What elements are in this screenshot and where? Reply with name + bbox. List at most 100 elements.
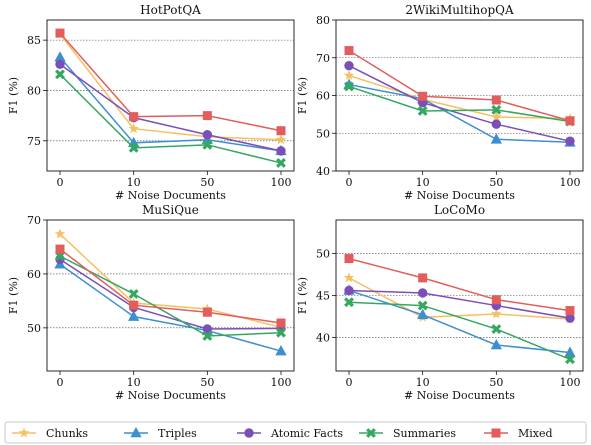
series-line — [348, 83, 571, 144]
data-point — [491, 324, 502, 334]
plot-frame — [335, 19, 584, 172]
y-tick-label: 50 — [316, 248, 330, 261]
data-point — [490, 133, 502, 144]
legend-label: Summaries — [393, 427, 456, 440]
x-tick-label: 0 — [346, 176, 353, 189]
y-tick-label: 60 — [316, 90, 330, 103]
series-line — [348, 289, 571, 319]
series-line — [348, 85, 571, 123]
legend-item-chunks: Chunks — [12, 427, 88, 440]
x-axis-label: # Noise Documents — [115, 389, 226, 402]
legend-label: Triples — [158, 427, 197, 440]
data-point — [202, 324, 213, 334]
chart-panel-musique: MuSiQue 50 60 70 0 10 50 100 # Noise Documents F1… — [7, 203, 295, 402]
data-point — [491, 308, 502, 319]
x-tick-label: 10 — [416, 376, 430, 389]
y-tick-label: 50 — [27, 322, 41, 335]
series-summaries — [344, 297, 575, 365]
y-axis-label: F1 (%) — [296, 277, 309, 314]
data-point — [128, 310, 140, 321]
legend-marker — [491, 428, 501, 438]
data-point — [275, 345, 287, 356]
data-point — [490, 338, 502, 350]
data-point — [565, 306, 575, 316]
series-line — [59, 258, 282, 330]
data-point — [343, 69, 355, 80]
legend-item-triples: Triples — [124, 426, 197, 440]
series-line — [348, 289, 571, 354]
x-tick-label: 50 — [200, 376, 214, 389]
y-tick-label: 40 — [316, 331, 330, 344]
data-point — [55, 59, 65, 69]
data-point — [202, 130, 213, 140]
series-chunks — [343, 272, 576, 324]
panel-title: MuSiQue — [142, 203, 199, 217]
series-line — [348, 301, 571, 360]
data-point — [344, 285, 354, 296]
series-mixed — [344, 46, 575, 126]
y-axis-label: F1 (%) — [296, 77, 309, 114]
plot-frame — [46, 19, 295, 172]
plot-frame — [335, 219, 584, 372]
data-point — [276, 327, 286, 338]
chart-panel-locomo: LoCoMo 40 45 50 0 10 50 100 # Noise Documents F1 … — [296, 203, 584, 402]
x-tick-label: 0 — [57, 176, 64, 189]
legend-label: Mixed — [518, 427, 553, 440]
legend-item-summaries: Summaries — [359, 427, 456, 440]
data-point — [417, 308, 429, 320]
series-atomic-facts — [344, 60, 575, 146]
series-line — [59, 73, 282, 164]
series-summaries — [55, 251, 286, 341]
y-tick-label: 70 — [27, 214, 41, 227]
data-point — [418, 273, 428, 283]
data-point — [276, 146, 286, 156]
y-axis-label: F1 (%) — [7, 277, 20, 314]
series-chunks — [54, 228, 287, 332]
data-point — [128, 142, 139, 153]
x-tick-label: 100 — [560, 376, 581, 389]
legend-marker — [18, 427, 30, 438]
legend-marker — [366, 428, 376, 438]
y-axis-label: F1 (%) — [7, 77, 20, 114]
series-line — [348, 65, 571, 142]
y-tick-label: 50 — [316, 127, 330, 140]
legend-label: Chunks — [46, 427, 88, 440]
x-tick-label: 50 — [489, 176, 503, 189]
x-tick-label: 0 — [57, 376, 64, 389]
chart-panel-hotpotqa: HotPotQA 75 80 85 0 10 50 100 # Noise Documents F… — [7, 3, 295, 202]
panel-title: LoCoMo — [434, 203, 485, 217]
series-atomic-facts — [344, 285, 575, 323]
data-point — [129, 112, 139, 122]
data-point — [202, 307, 212, 317]
data-point — [564, 346, 576, 357]
data-point — [202, 111, 212, 121]
x-tick-label: 100 — [271, 176, 292, 189]
y-tick-label: 70 — [316, 52, 330, 65]
series-line — [59, 32, 282, 132]
data-point — [491, 95, 501, 105]
data-point — [491, 104, 502, 115]
legend-item-atomic-facts: Atomic Facts — [237, 427, 343, 440]
x-tick-label: 50 — [489, 376, 503, 389]
x-tick-label: 50 — [200, 176, 214, 189]
x-tick-label: 10 — [127, 376, 141, 389]
y-tick-label: 85 — [27, 34, 41, 47]
data-point — [202, 331, 213, 341]
data-point — [55, 28, 65, 38]
data-point — [129, 300, 139, 310]
legend-frame — [4, 421, 587, 444]
data-point — [276, 158, 286, 168]
x-axis-label: # Noise Documents — [404, 189, 515, 202]
legend: Chunks Triples Atomic Facts Summaries Mixed — [4, 421, 587, 444]
data-point — [276, 126, 286, 136]
plot-frame — [46, 219, 295, 372]
data-point — [417, 300, 428, 311]
y-tick-label: 80 — [27, 84, 41, 97]
data-point — [344, 46, 354, 56]
series-triples — [54, 258, 287, 356]
data-point — [417, 106, 428, 116]
x-tick-label: 100 — [271, 376, 292, 389]
series-line — [59, 248, 282, 324]
series-line — [59, 56, 282, 152]
legend-item-mixed: Mixed — [484, 427, 553, 440]
